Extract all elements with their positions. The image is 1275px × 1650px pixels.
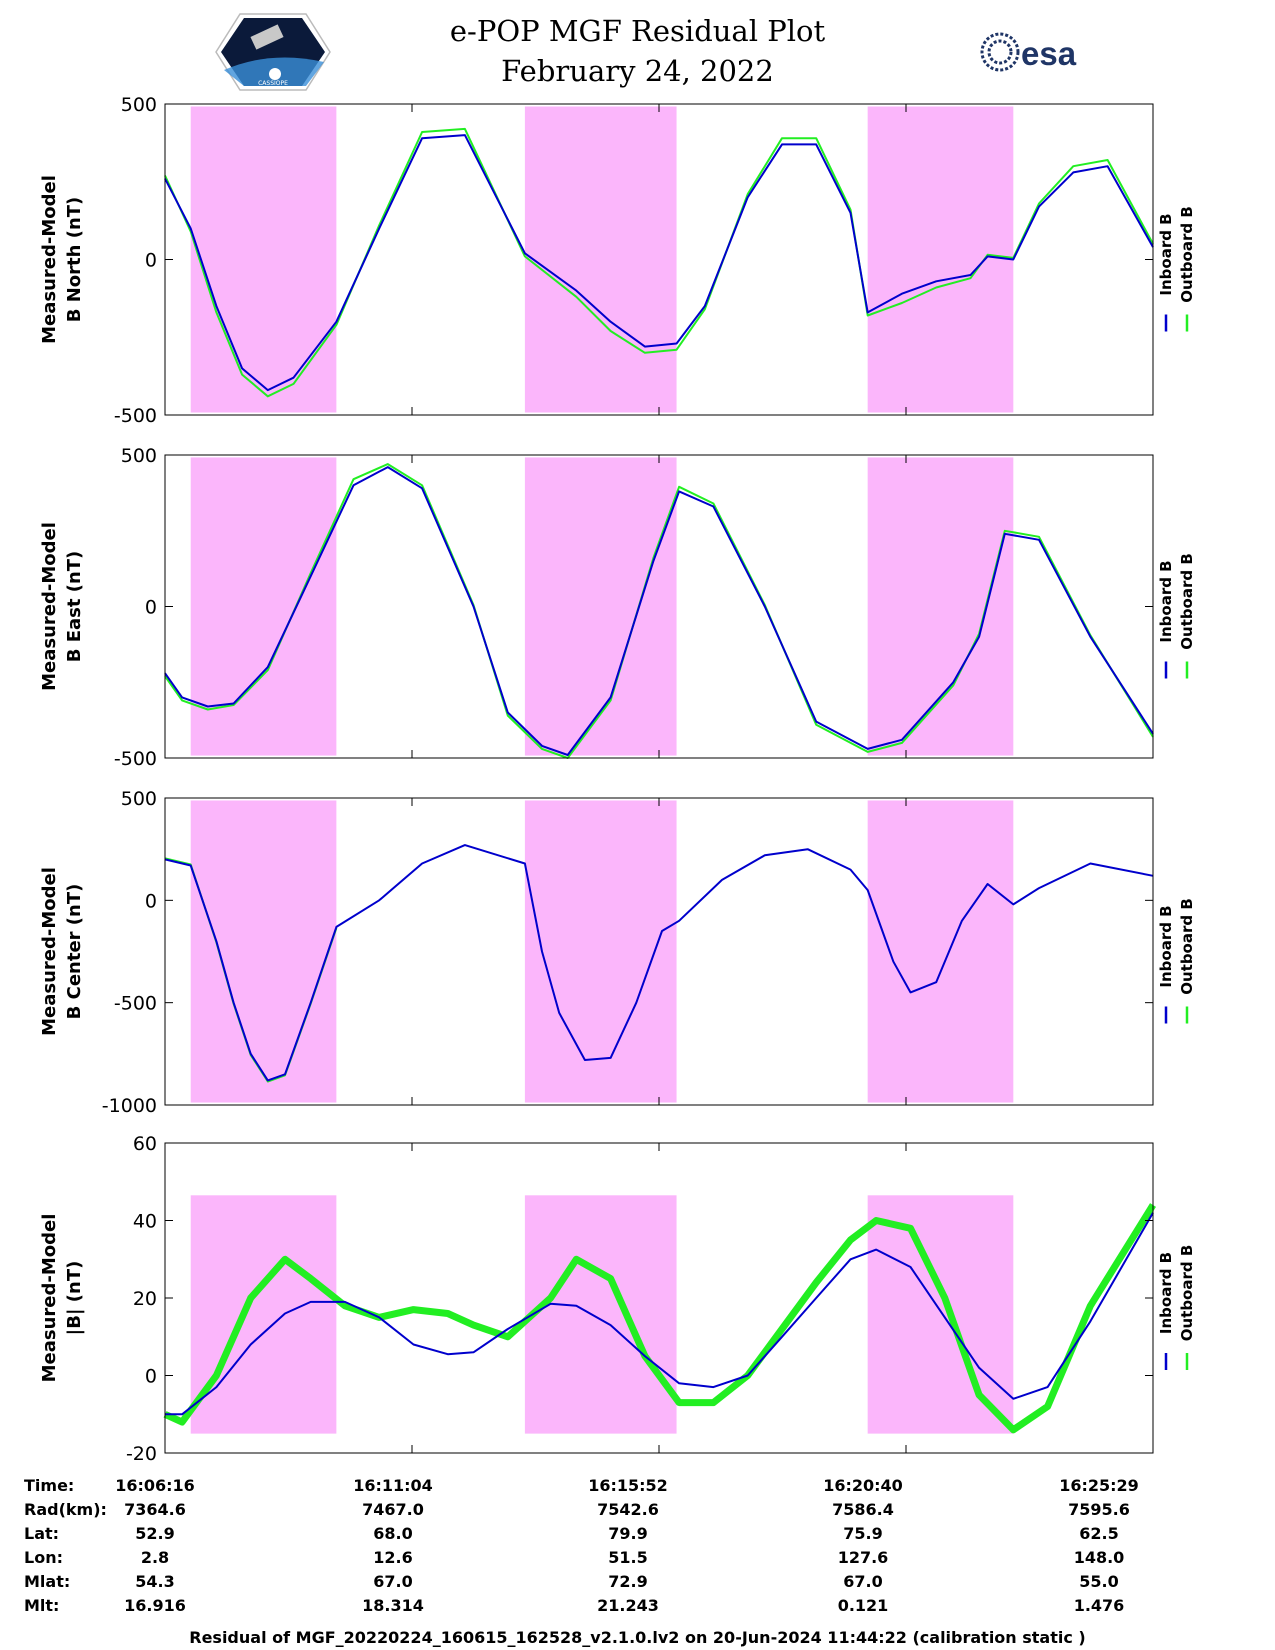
ephem-mlt-1: 18.314 xyxy=(362,1596,424,1615)
shaded-interval-3-1 xyxy=(524,1195,677,1434)
ephem-label-rad: Rad(km): xyxy=(24,1500,107,1519)
y-tick-label-3-0: 60 xyxy=(133,1133,157,1155)
y-axis-label-2-1: B Center (nT) xyxy=(64,884,85,1020)
legend-label-2-0: Inboard B xyxy=(1157,905,1175,987)
ephem-mlat-4: 55.0 xyxy=(1079,1572,1119,1591)
y-axis-label-3-1: |B| (nT) xyxy=(64,1261,85,1336)
y-axis-label-1-1: B East (nT) xyxy=(64,551,85,663)
shaded-interval-2-0 xyxy=(190,800,337,1103)
ephem-time-2: 16:15:52 xyxy=(588,1476,668,1495)
y-tick-label-2-2: -500 xyxy=(114,993,157,1015)
legend-label-0-1: Outboard B xyxy=(1178,206,1196,303)
ephem-row-mlt: Mlt: 16.916 18.314 21.243 0.121 1.476 xyxy=(0,1596,1275,1618)
cassiope-logo-text: CASSIOPE xyxy=(258,80,288,87)
shaded-interval-3-2 xyxy=(867,1195,1014,1434)
ephem-label-time: Time: xyxy=(24,1476,75,1495)
shaded-interval-1-1 xyxy=(524,457,677,756)
y-axis-label-1-0: Measured-Model xyxy=(39,522,60,691)
y-tick-label-3-1: 40 xyxy=(133,1211,157,1233)
series-line-3-inboard-b xyxy=(165,1212,1154,1416)
y-axis-label-0-1: B North (nT) xyxy=(64,197,85,323)
ephem-time-1: 16:11:04 xyxy=(353,1476,433,1495)
ephem-lat-2: 79.9 xyxy=(608,1524,648,1543)
y-tick-label-1-0: 500 xyxy=(121,445,157,467)
ephem-label-lon: Lon: xyxy=(24,1548,63,1567)
esa-logo-text: esa xyxy=(1021,35,1077,72)
ephem-time-4: 16:25:29 xyxy=(1059,1476,1139,1495)
ephem-mlat-2: 72.9 xyxy=(608,1572,648,1591)
ephem-lat-1: 68.0 xyxy=(373,1524,413,1543)
ephem-mlt-3: 0.121 xyxy=(837,1596,889,1615)
ephem-lat-0: 52.9 xyxy=(135,1524,175,1543)
ephem-label-mlat: Mlat: xyxy=(24,1572,71,1591)
ephem-mlt-2: 21.243 xyxy=(597,1596,659,1615)
cassiope-logo: CASSIOPE xyxy=(215,13,331,91)
ephem-lon-3: 127.6 xyxy=(837,1548,889,1567)
legend-label-1-1: Outboard B xyxy=(1178,553,1196,650)
ephem-lat-4: 62.5 xyxy=(1079,1524,1119,1543)
plot-date: February 24, 2022 xyxy=(501,54,774,88)
esa-logo: esa xyxy=(980,32,1077,72)
ephem-label-lat: Lat: xyxy=(24,1524,60,1543)
y-tick-label-3-4: -20 xyxy=(126,1443,157,1465)
ephem-lon-1: 12.6 xyxy=(373,1548,413,1567)
ephem-rad-1: 7467.0 xyxy=(362,1500,424,1519)
ephem-row-mlat: Mlat: 54.3 67.0 72.9 67.0 55.0 xyxy=(0,1572,1275,1594)
series-line-2-inboard-b xyxy=(164,844,1154,1082)
y-tick-label-1-2: -500 xyxy=(114,748,157,770)
legend-label-0-0: Inboard B xyxy=(1157,213,1175,295)
plot-title: e-POP MGF Residual Plot xyxy=(449,14,826,48)
y-tick-label-3-2: 20 xyxy=(133,1288,157,1310)
ephem-row-time: Time: 16:06:16 16:11:04 16:15:52 16:20:4… xyxy=(0,1476,1275,1498)
footer-caption: Residual of MGF_20220224_160615_162528_v… xyxy=(189,1628,1086,1647)
ephem-label-mlt: Mlt: xyxy=(24,1596,60,1615)
ephem-lon-0: 2.8 xyxy=(140,1548,170,1567)
y-axis-label-3-0: Measured-Model xyxy=(39,1214,60,1383)
ephem-mlt-4: 1.476 xyxy=(1073,1596,1125,1615)
ephem-rad-0: 7364.6 xyxy=(124,1500,186,1519)
ephem-time-3: 16:20:40 xyxy=(823,1476,903,1495)
legend-label-3-1: Outboard B xyxy=(1178,1245,1196,1342)
y-tick-label-2-1: 0 xyxy=(145,890,157,912)
y-tick-label-0-2: -500 xyxy=(114,405,157,427)
series-line-0-inboard-b xyxy=(164,134,1154,392)
series-line-1-inboard-b xyxy=(164,466,1154,756)
ephem-rad-3: 7586.4 xyxy=(832,1500,894,1519)
shaded-interval-0-1 xyxy=(524,106,677,413)
ephem-mlat-1: 67.0 xyxy=(373,1572,413,1591)
legend-label-1-0: Inboard B xyxy=(1157,560,1175,642)
y-axis-label-2-0: Measured-Model xyxy=(39,867,60,1036)
ephem-row-lon: Lon: 2.8 12.6 51.5 127.6 148.0 xyxy=(0,1548,1275,1570)
ephem-rad-2: 7542.6 xyxy=(597,1500,659,1519)
ephem-row-rad: Rad(km): 7364.6 7467.0 7542.6 7586.4 759… xyxy=(0,1500,1275,1522)
y-tick-label-1-1: 0 xyxy=(145,597,157,619)
ephem-lat-3: 75.9 xyxy=(843,1524,883,1543)
y-tick-label-2-3: -1000 xyxy=(102,1095,157,1117)
shaded-interval-1-2 xyxy=(867,457,1014,756)
shaded-interval-0-0 xyxy=(190,106,337,413)
y-axis-label-0-0: Measured-Model xyxy=(39,175,60,344)
legend-label-2-1: Outboard B xyxy=(1178,898,1196,995)
shaded-interval-2-2 xyxy=(867,800,1014,1103)
shaded-interval-3-0 xyxy=(190,1195,337,1434)
series-line-0-outboard-b xyxy=(164,127,1154,398)
shaded-interval-0-2 xyxy=(867,106,1014,413)
ephem-time-0: 16:06:16 xyxy=(115,1476,195,1495)
y-tick-label-2-0: 500 xyxy=(121,788,157,810)
y-tick-label-0-0: 500 xyxy=(121,94,157,116)
ephem-lon-4: 148.0 xyxy=(1073,1548,1125,1567)
ephem-mlat-0: 54.3 xyxy=(135,1572,175,1591)
shaded-interval-1-0 xyxy=(190,457,337,756)
ephem-rad-4: 7595.6 xyxy=(1068,1500,1130,1519)
shaded-interval-2-1 xyxy=(524,800,677,1103)
ephem-lon-2: 51.5 xyxy=(608,1548,648,1567)
legend-label-3-0: Inboard B xyxy=(1157,1252,1175,1334)
ephem-mlt-0: 16.916 xyxy=(124,1596,186,1615)
y-tick-label-3-3: 0 xyxy=(145,1366,157,1388)
ephem-row-lat: Lat: 52.9 68.0 79.9 75.9 62.5 xyxy=(0,1524,1275,1546)
y-tick-label-0-1: 0 xyxy=(145,250,157,272)
series-line-3-outboard-b xyxy=(163,1203,1156,1434)
ephem-mlat-3: 67.0 xyxy=(843,1572,883,1591)
